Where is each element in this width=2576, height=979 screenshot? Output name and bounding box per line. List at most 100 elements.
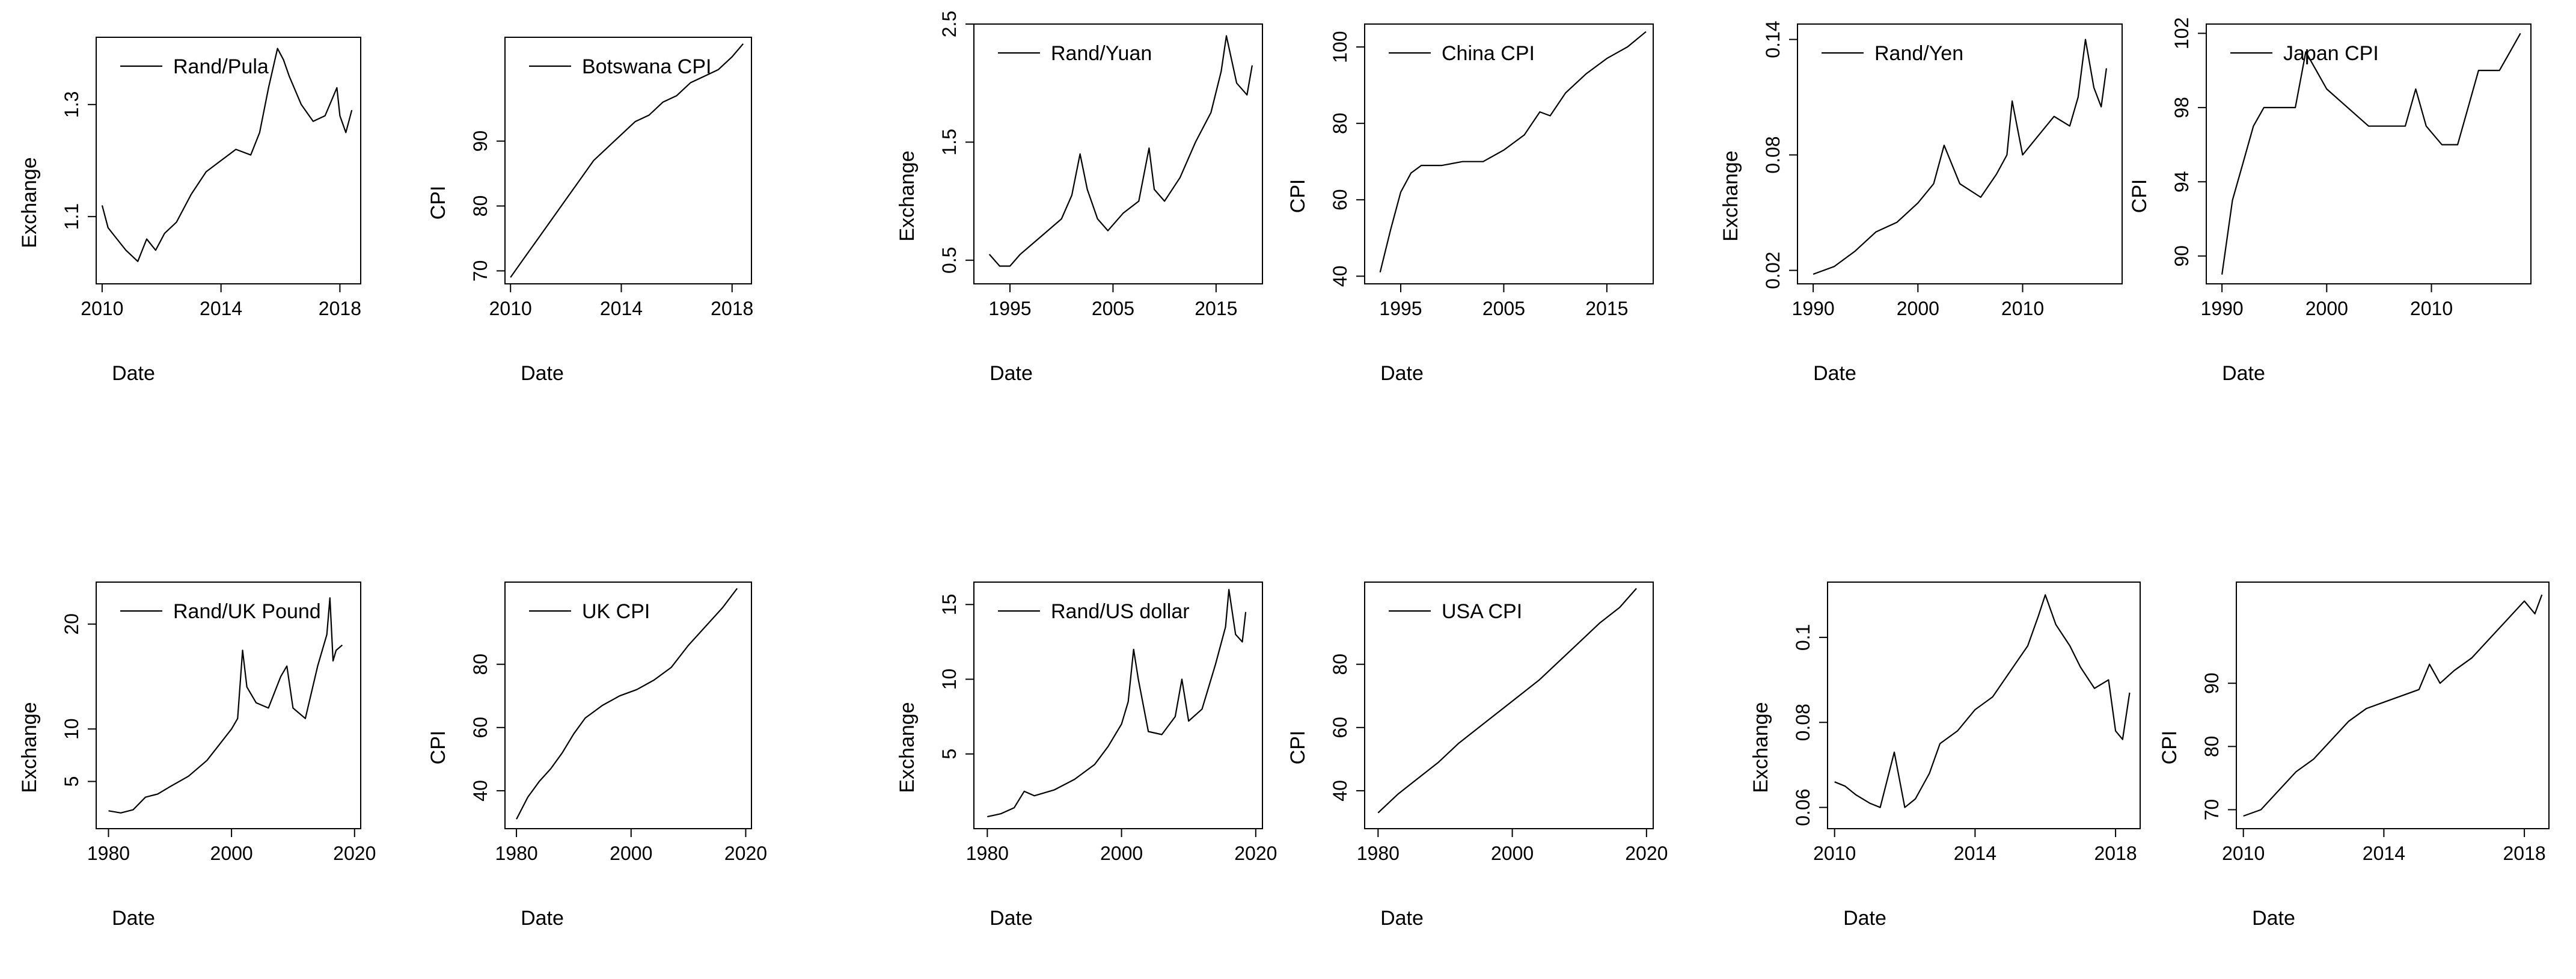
plot-frame <box>973 23 1263 284</box>
y-axis-title: CPI <box>1286 179 1309 213</box>
y-tick-label: 0.08 <box>1792 704 1814 741</box>
plot-frame <box>1797 23 2123 284</box>
x-tick-label: 2010 <box>2001 298 2044 319</box>
plot-frame <box>1827 582 2141 829</box>
x-axis-title: Date <box>2252 907 2295 930</box>
y-tick-label: 40 <box>1329 780 1351 802</box>
x-tick-label: 2005 <box>1482 298 1525 319</box>
plot-frame <box>96 582 361 829</box>
y-tick-label: 90 <box>2171 245 2192 267</box>
x-tick-label: 2014 <box>200 298 242 319</box>
series-line <box>1379 31 1647 273</box>
y-tick-label: 40 <box>470 780 491 802</box>
x-tick-label: 2014 <box>600 298 643 319</box>
x-axis-title: Date <box>1813 362 1856 385</box>
y-axis-title: CPI <box>2158 731 2181 765</box>
x-tick-label: 1990 <box>2201 298 2244 319</box>
series-line <box>1813 38 2107 275</box>
y-tick-label: 90 <box>2201 672 2223 694</box>
x-tick-label: 2020 <box>333 842 376 864</box>
series-line <box>1377 588 1637 814</box>
chart-rand-pula: 2010 2014 2018 1.1 1.3 Date Exchange Rand/Pula <box>18 37 361 385</box>
legend-label: UK CPI <box>582 600 650 623</box>
y-tick-label: 0.5 <box>938 247 960 273</box>
x-tick-label: 1995 <box>1379 298 1422 319</box>
y-tick-label: 80 <box>2201 736 2223 758</box>
plot-frame <box>973 582 1263 829</box>
legend-label: Japan CPI <box>2283 42 2379 65</box>
x-axis-title: Date <box>112 362 155 385</box>
chart-japan-cpi: 1990 2000 2010 90 94 98 102 Date CPI Japan CPI <box>2128 17 2532 385</box>
y-tick-label: 80 <box>470 195 491 217</box>
chart-uk-cpi: 1980 2000 2020 40 60 80 Date CPI UK CPI <box>427 582 767 930</box>
legend-label: Rand/Yuan <box>1051 42 1152 65</box>
x-tick-label: 2018 <box>711 298 753 319</box>
x-tick-label: 2020 <box>1234 842 1277 864</box>
y-tick-label: 60 <box>1329 189 1351 210</box>
x-tick-label: 1980 <box>966 842 1009 864</box>
x-axis-title: Date <box>1380 907 1424 930</box>
x-axis-title: Date <box>990 362 1033 385</box>
x-axis-title: Date <box>521 362 564 385</box>
legend-label: Rand/UK Pound <box>173 600 321 623</box>
plot-frame <box>2206 23 2532 284</box>
y-axis-title: CPI <box>1286 731 1309 765</box>
x-tick-label: 2000 <box>1100 842 1143 864</box>
x-tick-label: 2000 <box>1491 842 1534 864</box>
series-line <box>987 589 1247 818</box>
plot-frame <box>2236 582 2550 829</box>
series-line <box>988 35 1253 267</box>
y-tick-label: 20 <box>61 613 82 635</box>
y-tick-label: 90 <box>470 130 491 152</box>
x-tick-label: 2000 <box>1897 298 1939 319</box>
chart-rand-us-dollar: 1980 2000 2020 5 10 15 Date Exchange Rand/US dol… <box>896 582 1277 930</box>
y-tick-label: 102 <box>2171 17 2192 49</box>
chart-exchange-2010-2018: 2010 2014 2018 0.06 0.08 0.1 Date Exchange <box>1749 582 2141 930</box>
x-axis-title: Date <box>1380 362 1424 385</box>
x-axis-title: Date <box>112 907 155 930</box>
x-tick-label: 1990 <box>1792 298 1835 319</box>
x-tick-label: 2020 <box>724 842 767 864</box>
series-line <box>108 597 343 814</box>
y-tick-label: 1.1 <box>61 203 82 230</box>
plot-frame <box>1364 582 1654 829</box>
chart-usa-cpi: 1980 2000 2020 40 60 80 Date CPI USA CPI <box>1286 582 1668 930</box>
y-tick-label: 98 <box>2171 97 2192 118</box>
x-tick-label: 2014 <box>2363 842 2405 864</box>
y-tick-label: 0.02 <box>1762 251 1784 289</box>
y-tick-label: 0.1 <box>1792 624 1814 651</box>
y-axis-title: CPI <box>2128 179 2151 213</box>
y-axis-title: Exchange <box>18 157 41 248</box>
y-tick-label: 80 <box>470 654 491 675</box>
x-tick-label: 2005 <box>1092 298 1134 319</box>
y-tick-label: 0.08 <box>1762 136 1784 173</box>
x-tick-label: 2020 <box>1625 842 1668 864</box>
x-tick-label: 2010 <box>489 298 532 319</box>
legend-label: Rand/US dollar <box>1051 600 1190 623</box>
y-tick-label: 1.3 <box>61 91 82 118</box>
y-tick-label: 80 <box>1329 654 1351 675</box>
series-line <box>1834 594 2131 808</box>
x-tick-label: 1980 <box>87 842 130 864</box>
y-tick-label: 5 <box>61 776 82 787</box>
y-tick-label: 5 <box>938 749 960 760</box>
x-tick-label: 2000 <box>610 842 652 864</box>
x-tick-label: 1980 <box>1357 842 1400 864</box>
legend-label: Botswana CPI <box>582 55 711 78</box>
legend-label: China CPI <box>1442 42 1535 65</box>
y-axis-title: CPI <box>427 186 450 220</box>
legend-label: Rand/Yen <box>1874 42 1963 65</box>
series-line <box>2243 594 2543 817</box>
y-tick-label: 80 <box>1329 112 1351 134</box>
y-axis-title: Exchange <box>18 702 41 793</box>
x-axis-title: Date <box>1843 907 1886 930</box>
plot-frame <box>504 37 752 284</box>
chart-cpi-2010-2018: 2010 2014 2018 70 80 90 Date CPI <box>2158 582 2550 930</box>
plot-frame <box>504 582 752 829</box>
y-axis-title: CPI <box>427 731 450 765</box>
y-tick-label: 2.5 <box>938 11 960 37</box>
x-tick-label: 2000 <box>210 842 253 864</box>
y-tick-label: 60 <box>1329 717 1351 738</box>
x-tick-label: 2018 <box>2094 842 2137 864</box>
x-tick-label: 1980 <box>495 842 537 864</box>
